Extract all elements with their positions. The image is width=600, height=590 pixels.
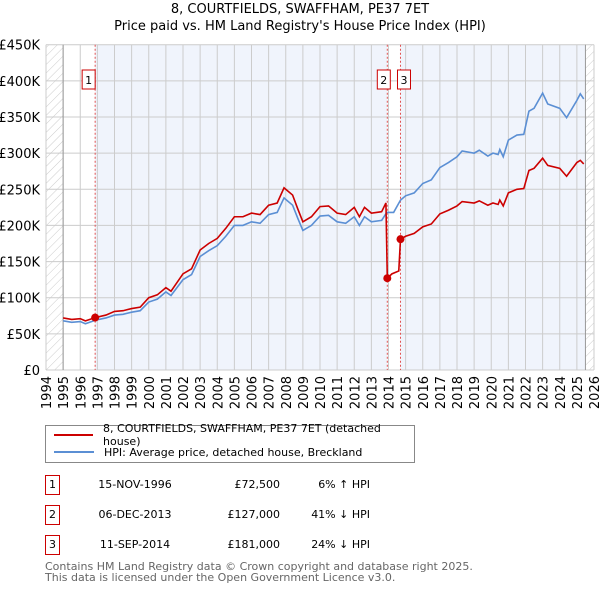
y-tick-label: £300K <box>0 147 40 162</box>
sale-price: £181,000 <box>227 538 281 551</box>
x-tick-label: 2024 <box>554 376 569 409</box>
sale-label-box <box>81 69 96 90</box>
legend-item-hpi: HPI: Average price, detached house, Brec… <box>54 444 362 460</box>
y-tick-label: £250K <box>0 183 40 198</box>
x-tick-label: 2007 <box>263 376 278 409</box>
hpi-diff: 24% ↓ HPI <box>311 538 370 551</box>
legend-label: 8, COURTFIELDS, SWAFFHAM, PE37 7ET (deta… <box>103 422 381 448</box>
legend-label: HPI: Average price, detached house, Brec… <box>104 445 363 459</box>
x-tick-label: 1998 <box>109 376 124 409</box>
x-tick-label: 2013 <box>365 376 380 409</box>
sale-marker-box: 3 <box>45 535 60 555</box>
x-tick-label: 2019 <box>468 376 483 409</box>
legend-item-property: 8, COURTFIELDS, SWAFFHAM, PE37 7ET (deta… <box>54 422 414 448</box>
x-tick-label: 2021 <box>502 376 517 409</box>
sale-marker-box: 2 <box>45 505 60 525</box>
sale-price: £127,000 <box>227 508 281 521</box>
table-row: 2 06-DEC-2013 £127,000 41% ↓ HPI <box>45 505 445 525</box>
chart-title: 8, COURTFIELDS, SWAFFHAM, PE37 7ET <box>170 2 430 17</box>
sale-date: 06-DEC-2013 <box>98 508 172 521</box>
footer-copyright: Contains HM Land Registry data © Crown c… <box>45 560 473 573</box>
x-tick-label: 2014 <box>383 376 398 409</box>
x-tick-label: 1994 <box>40 376 55 409</box>
x-tick-label: 2002 <box>177 376 192 409</box>
hpi-line <box>62 91 585 325</box>
x-tick-label: 2008 <box>280 376 295 409</box>
x-tick-label: 2015 <box>400 376 415 409</box>
x-tick-label: 2006 <box>246 376 261 409</box>
x-tick-label: 2005 <box>228 376 243 409</box>
shaded-period <box>95 44 388 370</box>
hpi-diff: 41% ↓ HPI <box>311 508 370 521</box>
table-row: 3 11-SEP-2014 £181,000 24% ↓ HPI <box>45 535 445 555</box>
legend: 8, COURTFIELDS, SWAFFHAM, PE37 7ET (deta… <box>45 422 415 463</box>
y-tick-label: £400K <box>0 75 40 90</box>
hpi-diff: 6% ↑ HPI <box>318 478 370 491</box>
sale-point <box>396 235 405 244</box>
x-tick-label: 2022 <box>520 376 535 409</box>
x-tick-label: 2025 <box>571 376 586 409</box>
sale-label-box <box>396 69 411 90</box>
y-tick-label: £450K <box>0 39 40 54</box>
legend-swatch-blue <box>54 451 94 453</box>
y-tick-label: £0 <box>23 364 40 379</box>
price-chart: £0 £50K £100K £150K £200K £250K £300K £350K £400… <box>0 39 600 409</box>
x-tick-label: 1996 <box>74 376 89 409</box>
x-tick-label: 1995 <box>57 376 72 409</box>
x-tick-label: 1999 <box>126 376 141 409</box>
sale-label-box <box>376 69 391 90</box>
sale-marker-box: 1 <box>45 475 60 495</box>
sale-date: 15-NOV-1996 <box>98 478 172 491</box>
y-tick-label: £350K <box>0 111 40 126</box>
y-tick-label: £50K <box>7 328 41 343</box>
shaded-period <box>400 44 586 370</box>
table-row: 1 15-NOV-1996 £72,500 6% ↑ HPI <box>45 475 445 495</box>
sale-point <box>383 274 392 283</box>
x-tick-label: 2020 <box>485 376 500 409</box>
x-tick-label: 2012 <box>348 376 363 409</box>
property-price-line <box>62 156 585 322</box>
legend-swatch-red <box>54 434 94 436</box>
sale-point <box>91 313 100 322</box>
x-tick-label: 2018 <box>451 376 466 409</box>
x-tick-label: 1997 <box>91 376 106 409</box>
hatched-region-end <box>585 44 594 370</box>
x-tick-label: 2003 <box>194 376 209 409</box>
y-tick-label: £100K <box>0 292 40 307</box>
chart-subtitle: Price paid vs. HM Land Registry's House … <box>114 19 486 34</box>
sale-label: 3 <box>400 74 407 87</box>
x-tick-label: 2000 <box>143 376 158 409</box>
x-tick-label: 2017 <box>434 376 449 409</box>
sale-date: 11-SEP-2014 <box>99 538 171 551</box>
x-tick-label: 2011 <box>331 376 346 409</box>
sale-label: 2 <box>380 74 387 87</box>
x-tick-label: 2001 <box>160 376 175 409</box>
y-tick-label: £150K <box>0 256 40 271</box>
x-tick-label: 2010 <box>314 376 329 409</box>
x-tick-label: 2026 <box>588 376 600 409</box>
footer-licence: This data is licensed under the Open Gov… <box>45 571 396 584</box>
y-tick-label: £200K <box>0 219 40 234</box>
sale-label: 1 <box>85 74 92 87</box>
x-tick-label: 2023 <box>537 376 552 409</box>
x-tick-label: 2016 <box>417 376 432 409</box>
x-tick-label: 2004 <box>211 376 226 409</box>
sale-price: £72,500 <box>234 478 281 491</box>
x-tick-label: 2009 <box>297 376 312 409</box>
hatched-region-start <box>46 44 64 370</box>
